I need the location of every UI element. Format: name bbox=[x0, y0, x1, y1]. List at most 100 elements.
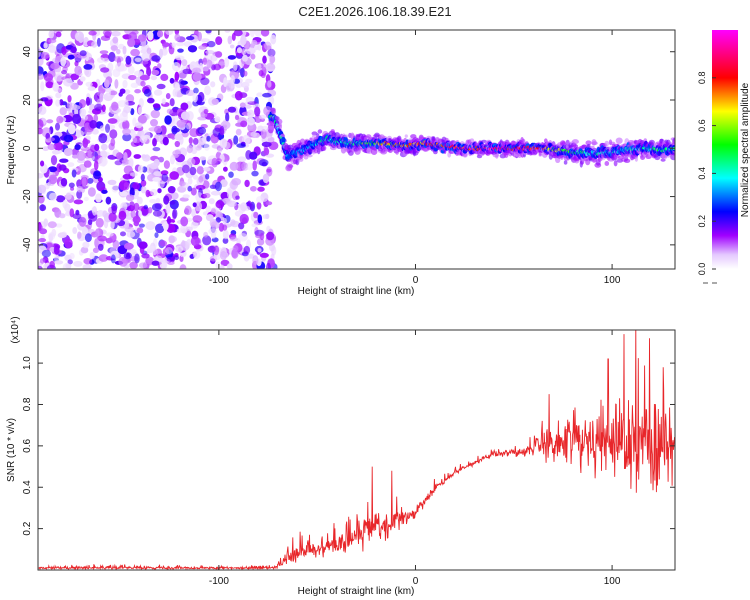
noise-blob bbox=[108, 51, 116, 63]
noise-blob bbox=[50, 62, 60, 70]
noise-blob bbox=[165, 93, 171, 100]
noise-blob bbox=[250, 131, 258, 137]
noise-blob bbox=[227, 200, 237, 208]
noise-blob bbox=[48, 174, 58, 185]
noise-blob bbox=[223, 141, 231, 150]
noise-blob bbox=[166, 256, 175, 262]
noise-blob bbox=[105, 237, 113, 244]
noise-blob bbox=[59, 158, 69, 163]
noise-blob bbox=[200, 38, 210, 43]
noise-blob bbox=[122, 173, 133, 180]
noise-blob bbox=[180, 102, 189, 111]
noise-blob bbox=[132, 137, 138, 144]
noise-blob bbox=[191, 208, 196, 218]
noise-blob bbox=[151, 248, 158, 256]
noise-blob bbox=[73, 199, 84, 205]
noise-blob bbox=[110, 254, 116, 264]
spectrogram-y-ticks: -40 -20 0 20 40 bbox=[22, 46, 675, 252]
noise-blob bbox=[215, 200, 225, 209]
noise-blob bbox=[261, 141, 272, 147]
y-tick-label: 1.0 bbox=[22, 356, 33, 370]
noise-blob bbox=[206, 40, 216, 48]
noise-blob bbox=[46, 137, 56, 142]
noise-blob bbox=[137, 34, 147, 42]
noise-blob bbox=[161, 98, 166, 105]
signal-halo bbox=[604, 140, 610, 147]
noise-blob bbox=[198, 175, 204, 183]
noise-blob bbox=[245, 78, 253, 84]
noise-blob bbox=[223, 77, 228, 88]
noise-blob bbox=[193, 174, 199, 180]
noise-blob bbox=[190, 221, 199, 229]
noise-blob bbox=[171, 62, 181, 72]
noise-blob bbox=[39, 204, 46, 212]
snr-marks bbox=[38, 330, 675, 570]
noise-blob bbox=[140, 49, 147, 54]
noise-blob bbox=[197, 126, 207, 135]
noise-blob bbox=[40, 97, 49, 102]
noise-blob bbox=[208, 198, 215, 205]
noise-blob bbox=[265, 213, 270, 219]
noise-blob bbox=[55, 122, 60, 131]
noise-blob bbox=[205, 30, 212, 34]
noise-blob bbox=[74, 144, 81, 151]
noise-blob bbox=[169, 98, 175, 107]
noise-blob bbox=[262, 92, 272, 98]
noise-blob bbox=[78, 216, 87, 227]
noise-blob bbox=[145, 221, 156, 231]
colorbar-tick-label: 0.4 bbox=[697, 167, 707, 180]
noise-blob bbox=[203, 167, 211, 172]
noise-blob bbox=[101, 157, 107, 167]
noise-blob bbox=[96, 37, 101, 47]
noise-blob bbox=[258, 159, 269, 167]
noise-blob bbox=[119, 191, 128, 197]
signal-halo bbox=[404, 134, 408, 138]
noise-blob bbox=[147, 30, 154, 41]
noise-blob bbox=[127, 65, 135, 75]
noise-blob bbox=[212, 127, 222, 138]
noise-blob bbox=[93, 160, 99, 171]
noise-blob bbox=[240, 35, 247, 46]
signal-halo bbox=[295, 158, 300, 166]
noise-blob bbox=[157, 30, 164, 38]
noise-blob bbox=[252, 160, 257, 171]
noise-blob bbox=[205, 214, 214, 222]
noise-blob bbox=[116, 48, 121, 55]
noise-blob bbox=[136, 227, 144, 234]
noise-blob bbox=[48, 232, 56, 241]
noise-blob bbox=[129, 261, 138, 269]
noise-blob bbox=[232, 61, 238, 71]
noise-blob bbox=[67, 101, 72, 110]
noise-blob bbox=[125, 55, 132, 65]
noise-blob bbox=[105, 123, 110, 133]
noise-blob bbox=[63, 134, 74, 143]
noise-blob bbox=[80, 76, 86, 82]
noise-blob bbox=[137, 164, 144, 173]
noise-blob bbox=[219, 125, 225, 136]
noise-blob bbox=[122, 79, 128, 89]
noise-blob bbox=[224, 30, 231, 33]
noise-blob bbox=[246, 162, 253, 171]
noise-blob bbox=[246, 117, 255, 126]
noise-blob bbox=[42, 146, 49, 152]
noise-blob bbox=[85, 81, 93, 87]
noise-blob bbox=[147, 97, 155, 104]
noise-blob bbox=[267, 48, 276, 58]
noise-blob bbox=[65, 192, 72, 200]
noise-blob bbox=[259, 252, 269, 258]
noise-blob bbox=[127, 38, 136, 47]
noise-blob bbox=[171, 127, 180, 133]
noise-blob bbox=[165, 30, 174, 36]
noise-blob bbox=[74, 65, 82, 76]
noise-blob bbox=[235, 195, 240, 200]
noise-blob bbox=[139, 74, 150, 81]
noise-blob bbox=[192, 92, 198, 103]
noise-blob bbox=[110, 138, 116, 147]
noise-blob bbox=[152, 177, 162, 182]
noise-blob bbox=[222, 229, 229, 240]
noise-blob bbox=[174, 82, 181, 92]
noise-blob bbox=[38, 184, 47, 194]
noise-blob bbox=[87, 86, 96, 91]
noise-blob bbox=[40, 160, 45, 167]
noise-blob bbox=[47, 45, 57, 53]
